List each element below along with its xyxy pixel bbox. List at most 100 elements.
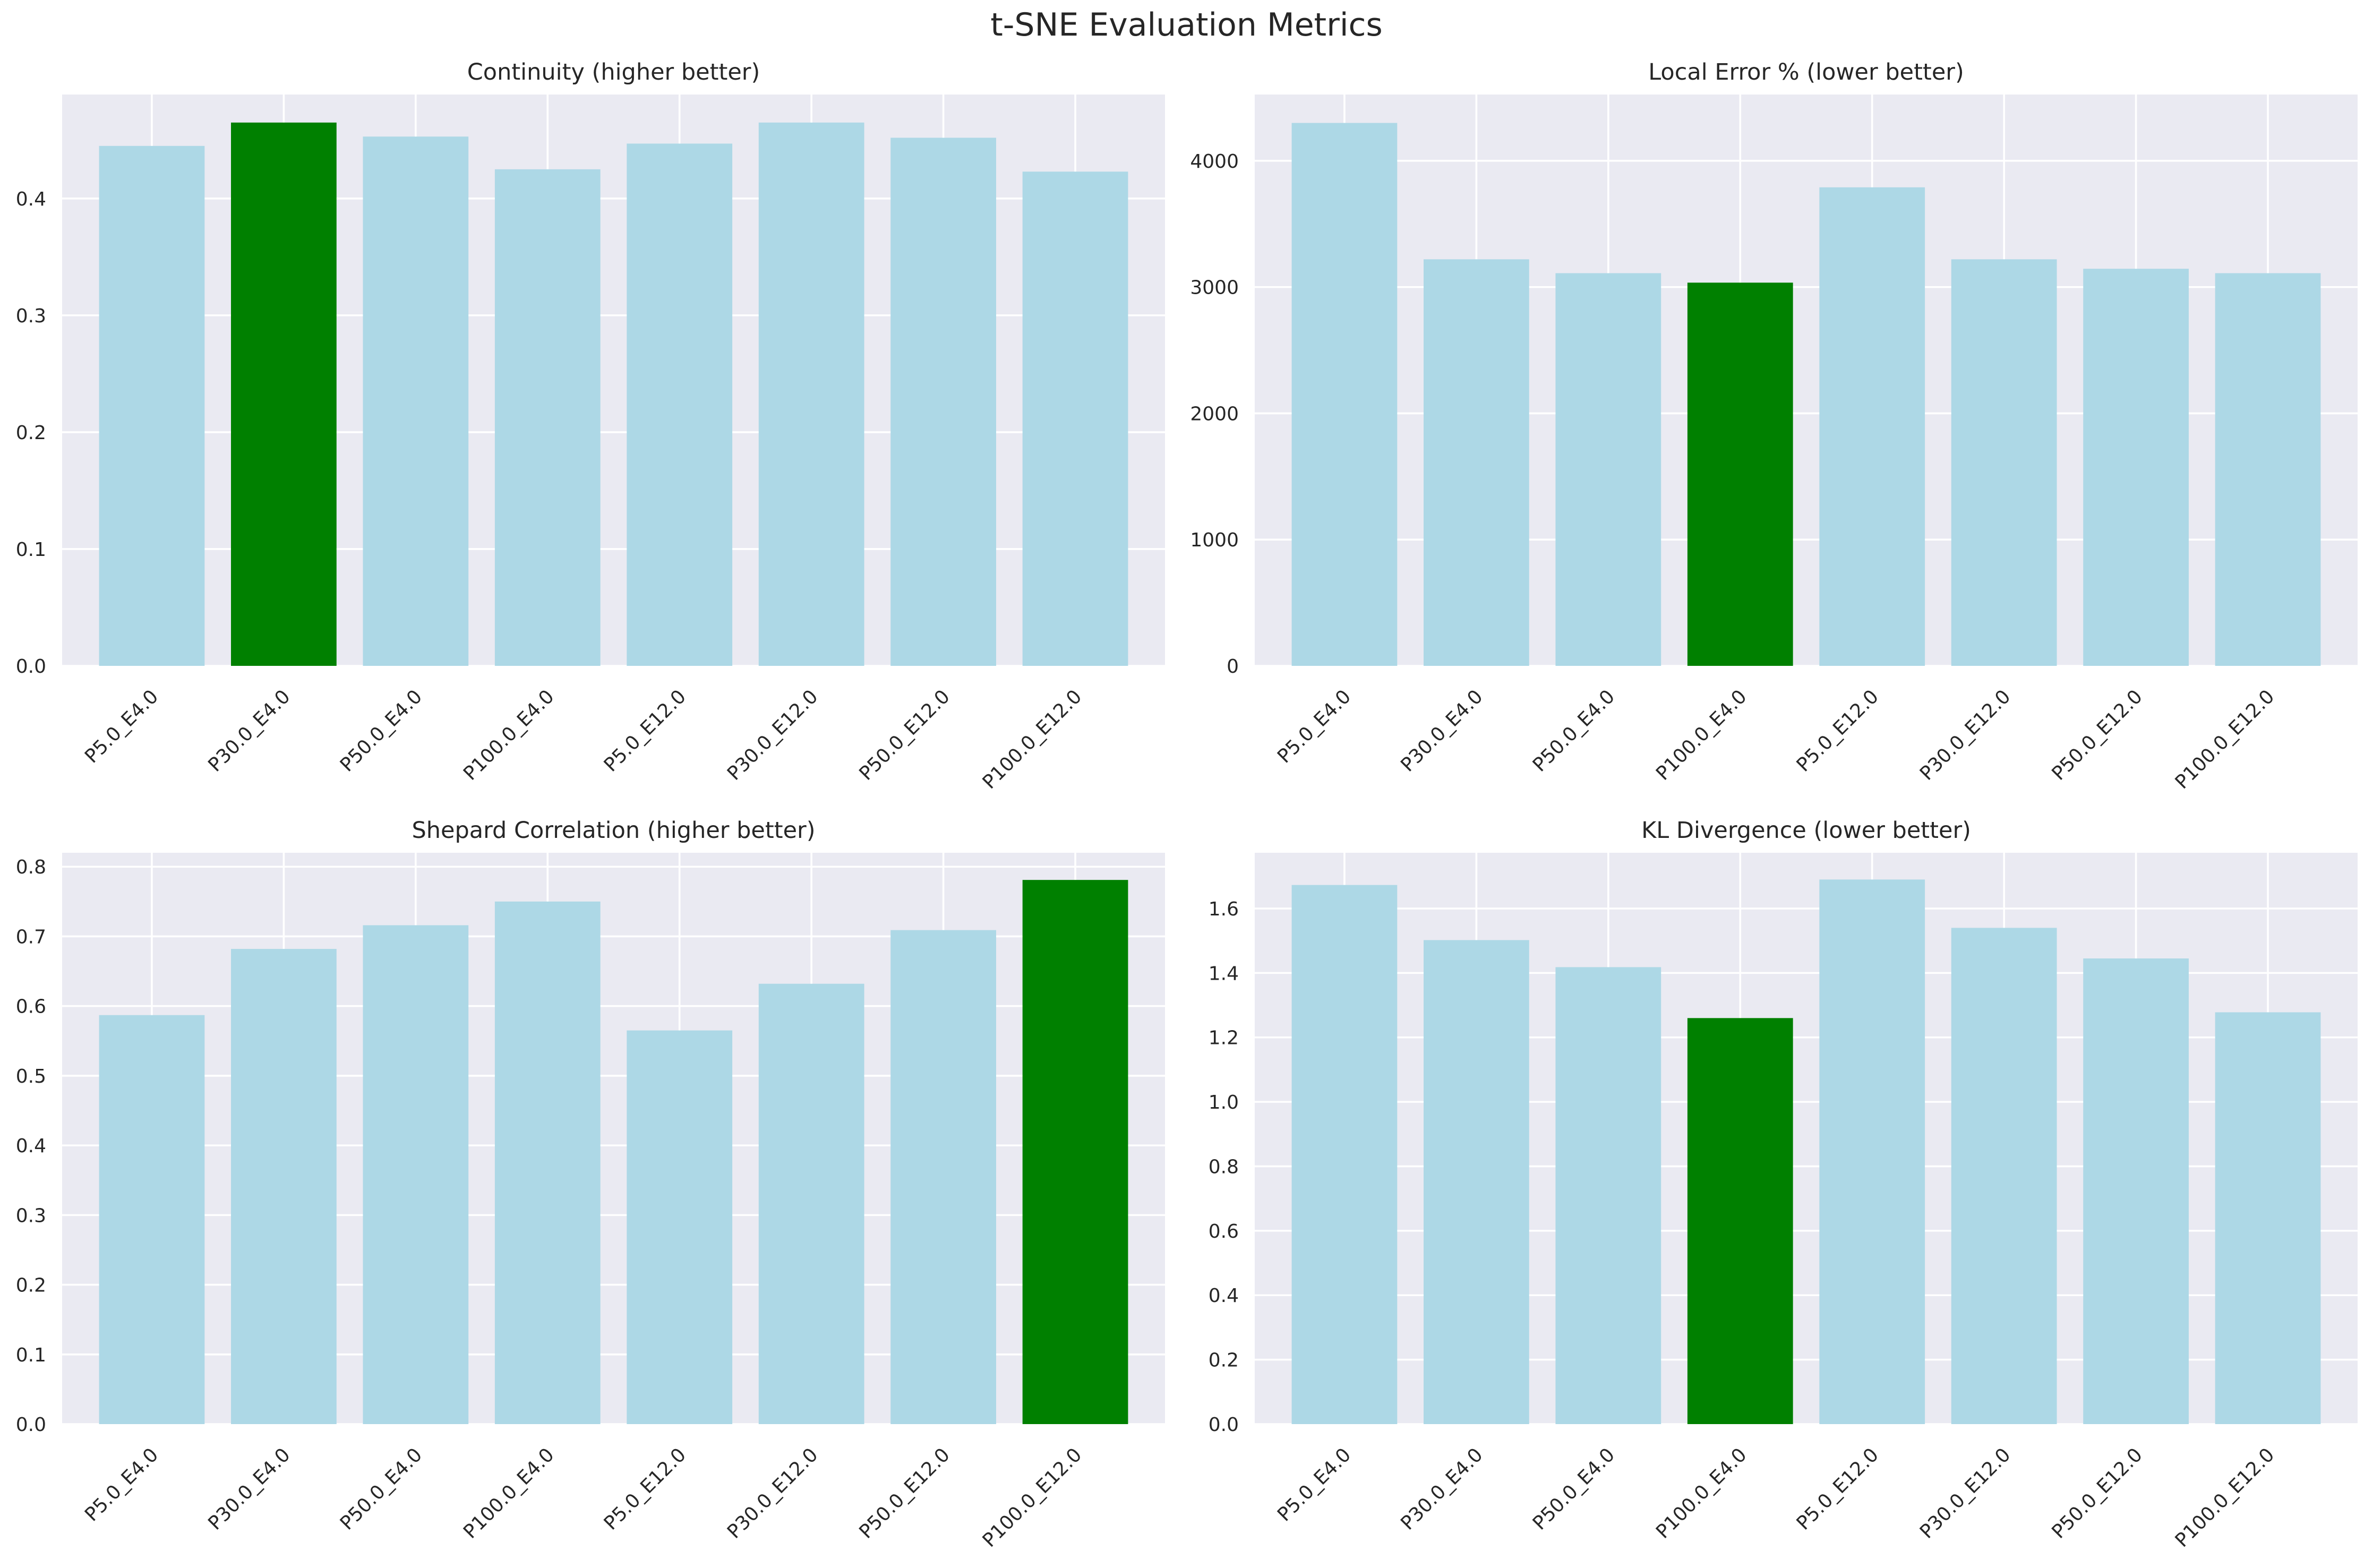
y-tick-label: 0.3: [16, 1205, 46, 1227]
bar: [1291, 123, 1398, 666]
x-tick-label: P50.0_E12.0: [855, 1444, 954, 1543]
bar: [1291, 885, 1398, 1424]
y-tick-label: 0.8: [1209, 1156, 1239, 1178]
bar: [2083, 958, 2189, 1424]
subplot-title: Continuity (higher better): [467, 59, 760, 85]
bar: [1555, 273, 1661, 666]
bar-best: [1022, 880, 1128, 1424]
y-tick-label: 0.2: [1209, 1350, 1239, 1372]
x-tick-label: P5.0_E4.0: [81, 686, 162, 767]
bar: [494, 901, 601, 1424]
x-tick-label: P50.0_E4.0: [1529, 686, 1619, 776]
bar: [1555, 967, 1661, 1424]
x-tick-label: P100.0_E4.0: [1652, 1444, 1751, 1543]
x-tick-label: P30.0_E4.0: [204, 1444, 294, 1534]
axes-background: [62, 95, 1165, 666]
y-tick-label: 1000: [1190, 529, 1239, 551]
bar: [1424, 940, 1529, 1424]
x-tick-label: P5.0_E4.0: [81, 1444, 162, 1526]
x-tick-label: P50.0_E12.0: [2048, 1444, 2147, 1543]
y-tick-label: 0.6: [16, 996, 46, 1018]
x-tick-label: P100.0_E4.0: [1652, 686, 1751, 785]
x-tick-label: P50.0_E4.0: [336, 686, 426, 776]
y-tick-label: 0.3: [16, 305, 46, 327]
bar: [627, 143, 733, 666]
bar: [1022, 172, 1128, 666]
subplot-3: 0.0 0.1 0.2 0.3 0.4 0.5 0.6 0.7 0.8 P5.0_E4.0 P30.…: [16, 817, 1165, 1552]
bar: [1951, 928, 2057, 1424]
bar: [2215, 273, 2321, 666]
y-tick-label: 0.4: [1209, 1285, 1239, 1307]
subplot-1: 0.0 0.1 0.2 0.3 0.4 P5.0_E4.0 P30.0_E4.0 P50.0_…: [16, 59, 1165, 793]
bar: [1951, 259, 2057, 666]
y-tick-label: 4000: [1190, 151, 1239, 173]
bar-best: [231, 122, 337, 666]
bar: [363, 136, 469, 666]
bar: [231, 949, 337, 1424]
x-tick-label: P100.0_E12.0: [2171, 1444, 2279, 1552]
bar: [1819, 187, 1925, 666]
bar: [2083, 269, 2189, 666]
axes-background: [1255, 95, 2358, 666]
x-tick-label: P100.0_E12.0: [979, 686, 1086, 793]
x-tick-label: P50.0_E12.0: [855, 686, 954, 785]
x-tick-label: P30.0_E4.0: [204, 686, 294, 776]
x-tick-label: P5.0_E12.0: [600, 1444, 690, 1534]
y-tick-label: 0.8: [16, 856, 46, 878]
subplot-2: 0 1000 2000 3000 4000 P5.0_E4.0 P30.0_E4.0 P50.…: [1190, 59, 2358, 793]
x-tick-label: P50.0_E4.0: [1529, 1444, 1619, 1534]
y-tick-label: 0.0: [16, 1414, 46, 1436]
y-tick-label: 0.2: [16, 422, 46, 444]
bar: [494, 169, 601, 666]
bar: [758, 122, 864, 666]
x-tick-label: P30.0_E4.0: [1397, 1444, 1487, 1534]
x-tick-label: P100.0_E12.0: [979, 1444, 1086, 1552]
bar: [627, 1030, 733, 1424]
x-tick-label: P50.0_E4.0: [336, 1444, 426, 1534]
y-tick-label: 2000: [1190, 403, 1239, 425]
y-tick-label: 1.4: [1209, 963, 1239, 984]
x-tick-label: P5.0_E12.0: [600, 686, 690, 776]
subplot-title: Local Error % (lower better): [1648, 59, 1964, 85]
x-tick-label: P100.0_E12.0: [2171, 686, 2279, 793]
x-tick-label: P5.0_E12.0: [1793, 1444, 1883, 1534]
y-tick-label: 0.5: [16, 1066, 46, 1087]
x-tick-label: P30.0_E12.0: [1916, 1444, 2015, 1543]
y-tick-label: 0.1: [16, 539, 46, 561]
y-tick-label: 1.6: [1209, 898, 1239, 920]
x-tick-label: P100.0_E4.0: [459, 1444, 559, 1543]
bar: [99, 145, 205, 666]
y-tick-label: 0.2: [16, 1275, 46, 1297]
bar: [890, 138, 996, 666]
figure-title: t-SNE Evaluation Metrics: [990, 6, 1383, 44]
x-tick-label: P30.0_E12.0: [1916, 686, 2015, 785]
bar-best: [1687, 1018, 1793, 1424]
x-tick-label: P30.0_E4.0: [1397, 686, 1487, 776]
y-tick-label: 0: [1227, 656, 1239, 678]
y-tick-label: 0.0: [16, 656, 46, 678]
y-tick-label: 1.0: [1209, 1092, 1239, 1113]
subplot-4: 0.0 0.2 0.4 0.6 0.8 1.0 1.2 1.4 1.6 P5.0_E4.0 P30.…: [1209, 817, 2358, 1552]
y-tick-label: 0.7: [16, 926, 46, 948]
y-tick-label: 0.6: [1209, 1221, 1239, 1243]
y-tick-label: 0.4: [16, 1135, 46, 1157]
subplot-title: KL Divergence (lower better): [1641, 817, 1971, 844]
bar: [890, 930, 996, 1424]
y-tick-label: 0.0: [1209, 1414, 1239, 1436]
x-tick-label: P100.0_E4.0: [459, 686, 559, 785]
axes-background: [62, 853, 1165, 1424]
x-tick-label: P50.0_E12.0: [2048, 686, 2147, 785]
bar: [1819, 879, 1925, 1424]
bar: [1424, 259, 1529, 666]
x-tick-label: P30.0_E12.0: [723, 686, 823, 785]
x-tick-label: P5.0_E4.0: [1273, 686, 1355, 767]
bar-best: [1687, 282, 1793, 666]
y-tick-label: 1.2: [1209, 1027, 1239, 1049]
bar: [99, 1015, 205, 1424]
y-tick-label: 0.4: [16, 188, 46, 210]
y-tick-label: 3000: [1190, 277, 1239, 299]
axes-background: [1255, 853, 2358, 1424]
x-tick-label: P5.0_E12.0: [1793, 686, 1883, 776]
y-tick-label: 0.1: [16, 1344, 46, 1366]
bar: [758, 983, 864, 1424]
